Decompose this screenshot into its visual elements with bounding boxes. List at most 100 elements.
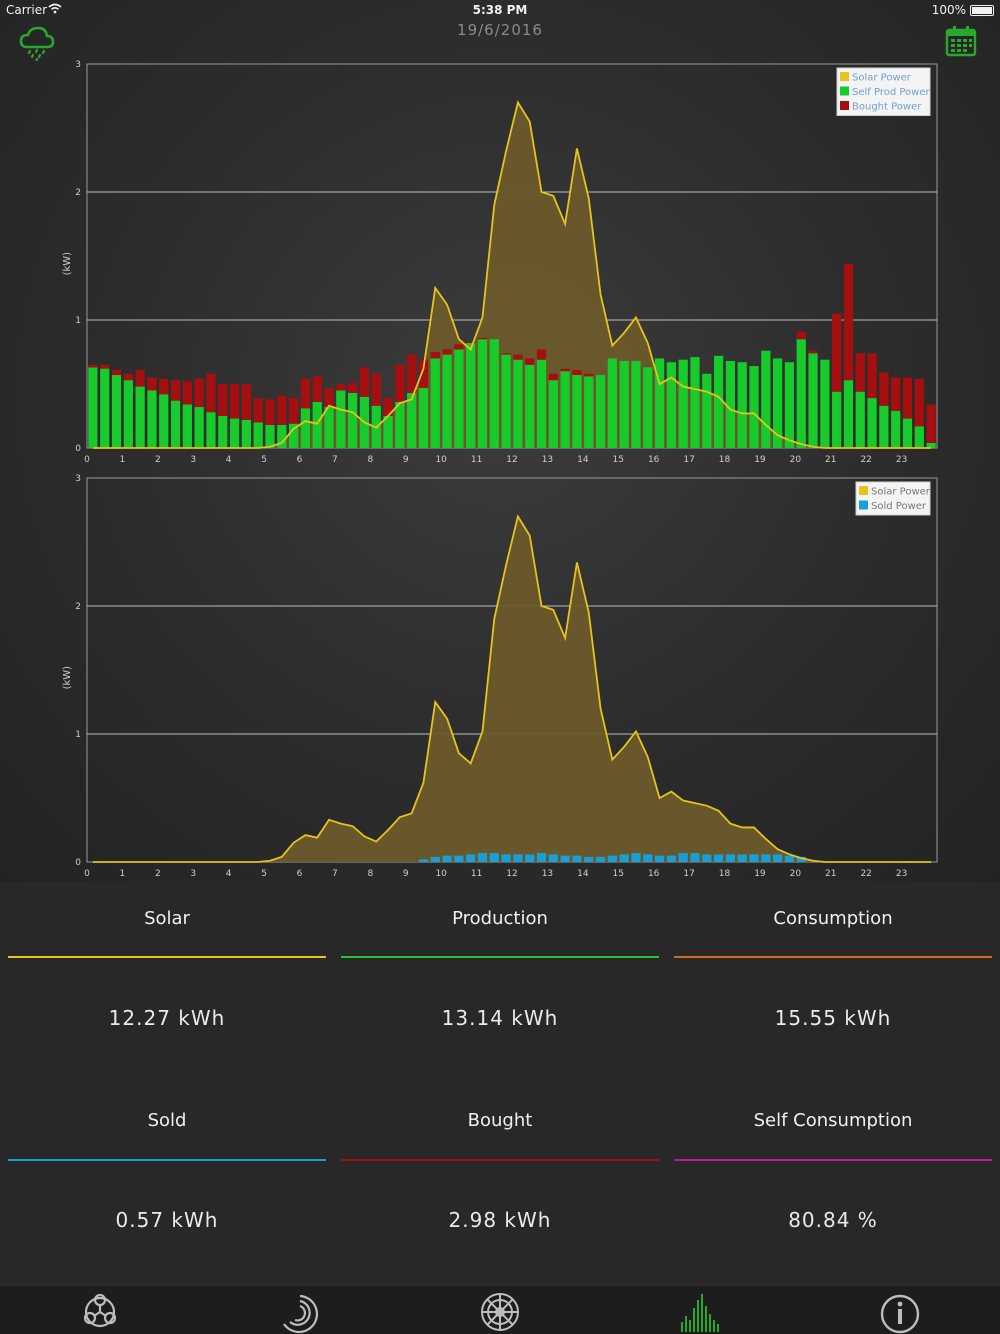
x-tick-label: 19 — [754, 869, 766, 878]
x-tick-label: 4 — [226, 869, 232, 878]
bar-sold-power — [678, 853, 688, 862]
bar-self-prod-power — [218, 416, 228, 448]
bar-bought-power — [241, 384, 251, 420]
solar-area — [92, 516, 932, 862]
bar-bought-power — [855, 353, 865, 392]
gauge-spiral-icon[interactable] — [278, 1290, 322, 1334]
bar-sold-power — [702, 854, 712, 862]
bar-bought-power — [253, 398, 263, 423]
x-tick-label: 21 — [825, 455, 836, 464]
network-nodes-icon[interactable] — [78, 1290, 122, 1334]
bar-bought-power — [371, 373, 381, 406]
calendar-icon[interactable] — [944, 24, 978, 58]
legend-swatch — [859, 486, 868, 495]
bar-sold-power — [501, 854, 511, 862]
x-tick-label: 23 — [896, 455, 907, 464]
x-tick-label: 12 — [506, 455, 517, 464]
bar-bought-power — [348, 382, 358, 393]
bar-bought-power — [407, 354, 417, 393]
bar-self-prod-power — [713, 355, 724, 448]
x-tick-label: 8 — [367, 869, 373, 878]
bar-bought-power — [879, 372, 889, 406]
bar-self-prod-power — [572, 375, 582, 448]
x-tick-label: 22 — [860, 455, 871, 464]
x-tick-label: 14 — [577, 869, 589, 878]
x-tick-label: 15 — [613, 869, 624, 878]
bar-sold-power — [466, 854, 476, 862]
legend-label: Solar Power — [852, 73, 912, 84]
bar-bought-power — [88, 364, 98, 368]
bar-sold-power — [607, 855, 617, 862]
bar-self-prod-power — [100, 368, 110, 448]
bar-self-prod-power — [643, 367, 653, 448]
bar-self-prod-power — [690, 357, 700, 448]
x-tick-label: 13 — [542, 869, 553, 878]
bar-bought-power — [430, 352, 440, 359]
bar-bought-power — [418, 359, 429, 388]
solar-wheel-icon[interactable] — [478, 1290, 522, 1334]
y-tick-label: 2 — [75, 188, 81, 198]
bar-bought-power — [300, 378, 311, 409]
x-tick-label: 16 — [648, 455, 660, 464]
bar-bought-power — [135, 369, 145, 387]
x-tick-label: 7 — [332, 455, 338, 464]
bar-self-prod-power — [147, 390, 157, 448]
x-tick-label: 1 — [120, 869, 126, 878]
bar-self-prod-power — [206, 412, 216, 448]
bar-self-prod-power — [796, 339, 806, 448]
legend-box — [855, 481, 931, 516]
bar-self-prod-power — [832, 391, 842, 448]
bar-self-prod-power — [489, 339, 499, 448]
x-tick-label: 5 — [261, 869, 267, 878]
bar-sold-power — [749, 854, 759, 862]
bar-sold-power — [536, 853, 547, 862]
legend-label: Self Prod Power — [852, 87, 930, 98]
bar-bought-power — [808, 350, 818, 354]
summary-value: 2.98 kWh — [448, 1208, 552, 1232]
cloud-rain-icon[interactable] — [18, 25, 56, 61]
x-tick-label: 6 — [297, 455, 303, 464]
bar-bought-power — [914, 378, 924, 427]
x-tick-label: 0 — [84, 869, 90, 878]
summary-line — [341, 1159, 659, 1161]
bar-self-prod-power — [725, 360, 736, 448]
x-tick-label: 3 — [190, 455, 196, 464]
x-tick-label: 1 — [120, 455, 126, 464]
bar-self-prod-power — [229, 418, 240, 448]
bar-self-prod-power — [277, 424, 287, 448]
bar-self-prod-power — [879, 405, 889, 448]
bar-self-prod-power — [383, 416, 393, 448]
bar-chart-icon[interactable] — [678, 1290, 722, 1334]
x-tick-label: 15 — [613, 455, 624, 464]
bar-self-prod-power — [312, 401, 322, 448]
bar-self-prod-power — [111, 375, 122, 448]
x-tick-label: 6 — [297, 869, 303, 878]
x-tick-label: 2 — [155, 455, 161, 464]
summary-line — [341, 956, 659, 958]
bar-bought-power — [194, 378, 204, 408]
bar-self-prod-power — [135, 386, 145, 448]
page-title: 19/6/2016 — [457, 21, 543, 39]
x-tick-label: 12 — [506, 869, 517, 878]
bar-bought-power — [324, 387, 334, 408]
bar-bought-power — [454, 344, 464, 350]
bar-self-prod-power — [88, 367, 98, 448]
summary-line — [8, 956, 326, 958]
summary-value: 80.84 % — [788, 1208, 878, 1232]
bar-self-prod-power — [773, 358, 783, 448]
summary-label: Solar — [144, 908, 190, 929]
status-time: 5:38 PM — [472, 3, 528, 17]
x-tick-label: 3 — [190, 869, 196, 878]
bar-self-prod-power — [702, 373, 712, 448]
solar-line — [92, 514, 932, 863]
bar-self-prod-power — [631, 360, 641, 448]
bar-bought-power — [312, 376, 322, 402]
bar-sold-power — [737, 854, 747, 862]
bar-self-prod-power — [182, 404, 192, 448]
bar-sold-power — [761, 854, 771, 862]
bar-sold-power — [595, 856, 606, 862]
info-icon[interactable] — [878, 1290, 922, 1334]
x-tick-label: 0 — [84, 455, 90, 464]
bar-self-prod-power — [584, 376, 594, 448]
